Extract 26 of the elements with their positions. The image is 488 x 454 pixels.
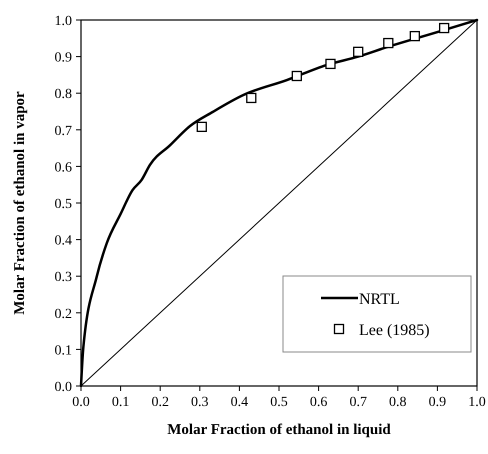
y-tick-label: 0.1 (54, 343, 72, 358)
x-axis-title: Molar Fraction of ethanol in liquid (167, 422, 392, 438)
x-tick-label: 0.7 (349, 395, 367, 410)
y-tick-label: 0.3 (54, 270, 72, 286)
x-tick-label: 0.8 (389, 395, 407, 410)
x-tick-label: 1.0 (468, 395, 486, 410)
y-tick-label: 0.9 (54, 50, 72, 66)
y-tick-label: 0.7 (54, 124, 72, 139)
y-tick-label: 1.0 (54, 14, 72, 29)
y-axis-title: Molar Fraction of ethanol in vapor (12, 90, 28, 315)
legend-label: Lee (1985) (359, 322, 430, 339)
y-tick-label: 0.6 (54, 160, 72, 176)
x-tick-label: 0.3 (191, 395, 209, 410)
x-tick-label: 0.1 (112, 395, 130, 410)
x-tick-label: 0.4 (230, 395, 248, 410)
x-tick-label: 0.9 (428, 395, 446, 410)
x-tick-label: 0.2 (151, 395, 169, 410)
legend-label: NRTL (359, 291, 400, 308)
x-tick-label: 0.0 (72, 395, 90, 410)
y-tick-label: 0.8 (54, 87, 72, 102)
y-tick-label: 0.5 (54, 197, 72, 212)
x-tick-label: 0.6 (310, 395, 328, 410)
y-tick-label: 0.2 (54, 306, 72, 322)
x-tick-label: 0.5 (270, 395, 288, 410)
y-tick-label: 0.4 (54, 234, 72, 249)
y-tick-label: 0.0 (54, 380, 72, 395)
